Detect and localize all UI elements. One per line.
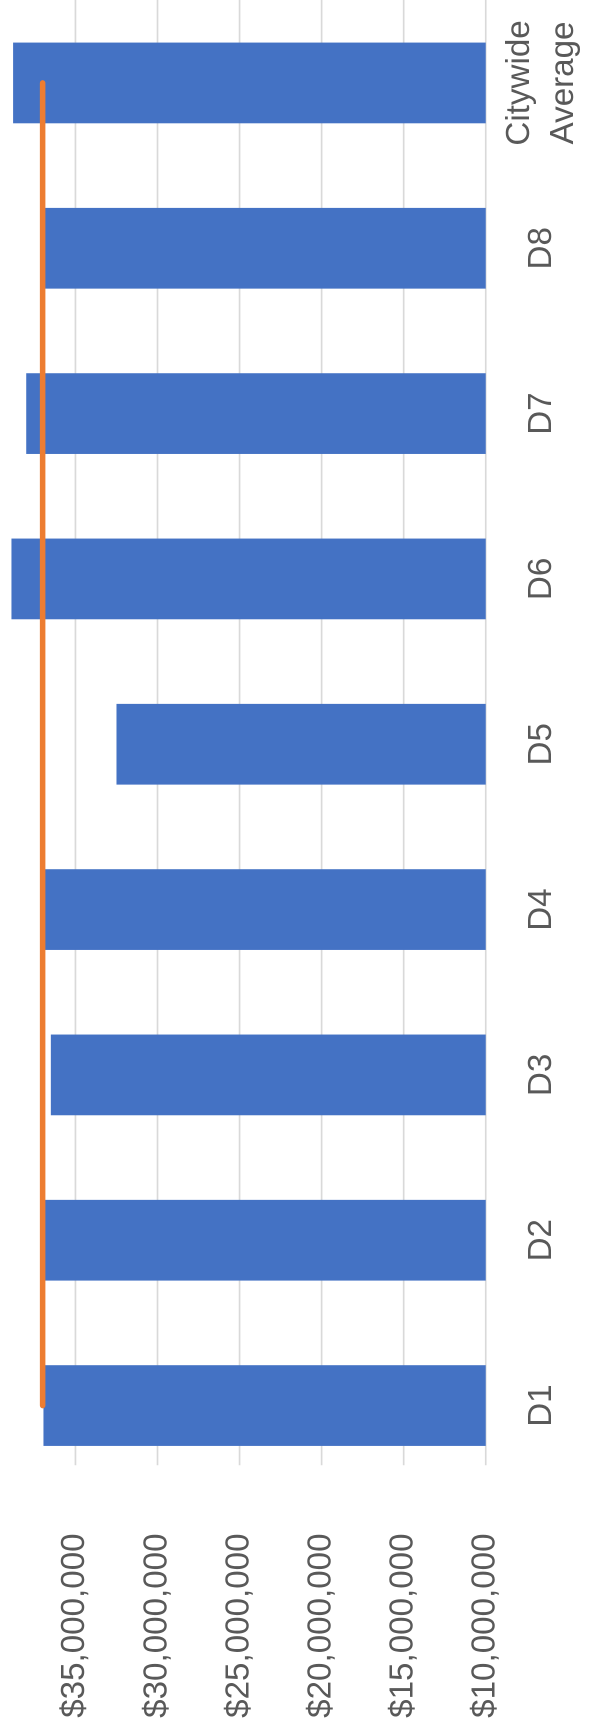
bar (44, 1199, 486, 1281)
x-tick-label: D8 (522, 227, 559, 269)
y-tick-label: $15,000,000 (383, 1533, 420, 1717)
bar (26, 373, 486, 454)
bar (44, 869, 486, 950)
y-tick-label: $25,000,000 (219, 1533, 256, 1717)
x-tick-label: D2 (522, 1219, 559, 1261)
x-tick-label: D4 (522, 888, 559, 930)
x-tick-label: D6 (522, 558, 559, 600)
bar (11, 538, 486, 620)
y-tick-label: $35,000,000 (55, 1533, 92, 1717)
bar (43, 1365, 486, 1446)
bar (50, 1034, 486, 1116)
y-tick-label: $20,000,000 (301, 1533, 338, 1717)
x-tick-label: Citywide Average (500, 20, 581, 145)
x-tick-label: D1 (522, 1384, 559, 1426)
x-tick-label: D7 (522, 392, 559, 434)
bar (44, 207, 486, 289)
y-tick-label: $30,000,000 (137, 1533, 174, 1717)
x-tick-label: D3 (522, 1054, 559, 1096)
bar (116, 703, 486, 785)
x-tick-label: D5 (522, 723, 559, 765)
y-tick-label: $10,000,000 (465, 1533, 502, 1717)
bar (13, 42, 486, 124)
